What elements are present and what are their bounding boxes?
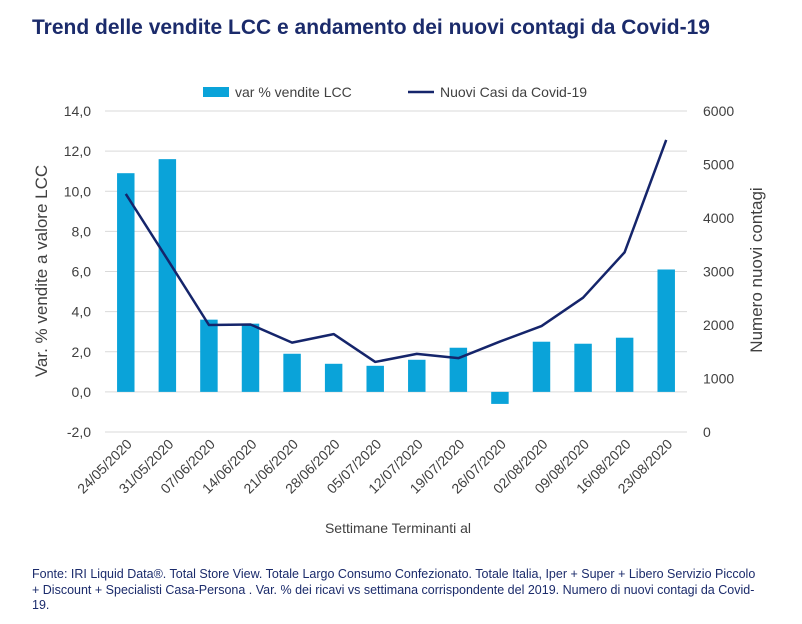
y-tick-label: 4,0 <box>72 304 92 320</box>
x-axis-ticks: 24/05/202031/05/202007/06/202014/06/2020… <box>74 436 675 497</box>
y-tick-label: 6,0 <box>72 264 92 280</box>
bar <box>200 319 218 392</box>
y2-tick-label: 1000 <box>703 371 734 387</box>
bar <box>657 269 675 392</box>
y-axis-label: Var. % vendite a valore LCC <box>32 165 51 377</box>
combo-chart: -2,0 0,0 2,0 4,0 6,0 8,0 10,0 12,0 14,0 0 1000 200… <box>32 84 766 536</box>
bar <box>615 337 634 392</box>
legend-line-label: Nuovi Casi da Covid-19 <box>440 84 587 100</box>
grid-lines <box>105 110 687 433</box>
y2-tick-label: 6000 <box>703 103 734 119</box>
y-tick-label: 0,0 <box>72 384 92 400</box>
legend-bar-swatch <box>203 87 229 97</box>
line-series <box>124 139 668 364</box>
bar <box>117 173 135 392</box>
source-footnote: Fonte: IRI Liquid Data®. Total Store Vie… <box>32 567 756 612</box>
y2-tick-label: 0 <box>703 424 711 440</box>
legend: var % vendite LCC Nuovi Casi da Covid-19 <box>203 84 587 100</box>
y2-tick-label: 5000 <box>703 157 734 173</box>
y-tick-label: 12,0 <box>64 143 91 159</box>
bar <box>324 363 343 392</box>
y-tick-label: -2,0 <box>67 424 91 440</box>
y2-tick-label: 2000 <box>703 317 734 333</box>
y2-tick-label: 3000 <box>703 264 734 280</box>
bar <box>283 353 301 392</box>
y-tick-label: 14,0 <box>64 103 91 119</box>
bar <box>158 159 177 392</box>
bar-series <box>117 159 675 404</box>
covid-cases-line <box>124 139 668 364</box>
bar <box>408 359 426 392</box>
y-tick-label: 2,0 <box>72 344 92 360</box>
chart-title: Trend delle vendite LCC e andamento dei … <box>32 16 710 39</box>
bar <box>574 343 592 392</box>
bar <box>532 341 551 392</box>
y2-tick-label: 4000 <box>703 210 734 226</box>
y2-axis-label: Numero nuovi contagi <box>747 187 766 352</box>
x-axis-label: Settimane Terminanti al <box>325 520 471 536</box>
bar <box>241 323 260 392</box>
y-tick-label: 8,0 <box>72 223 92 239</box>
right-axis-ticks: 0 1000 2000 3000 4000 5000 6000 <box>703 103 734 440</box>
legend-bar-label: var % vendite LCC <box>235 84 352 100</box>
y-tick-label: 10,0 <box>64 183 91 199</box>
left-axis-ticks: -2,0 0,0 2,0 4,0 6,0 8,0 10,0 12,0 14,0 <box>64 103 91 440</box>
bar <box>491 391 509 404</box>
bar <box>449 347 468 392</box>
bar <box>366 365 384 392</box>
